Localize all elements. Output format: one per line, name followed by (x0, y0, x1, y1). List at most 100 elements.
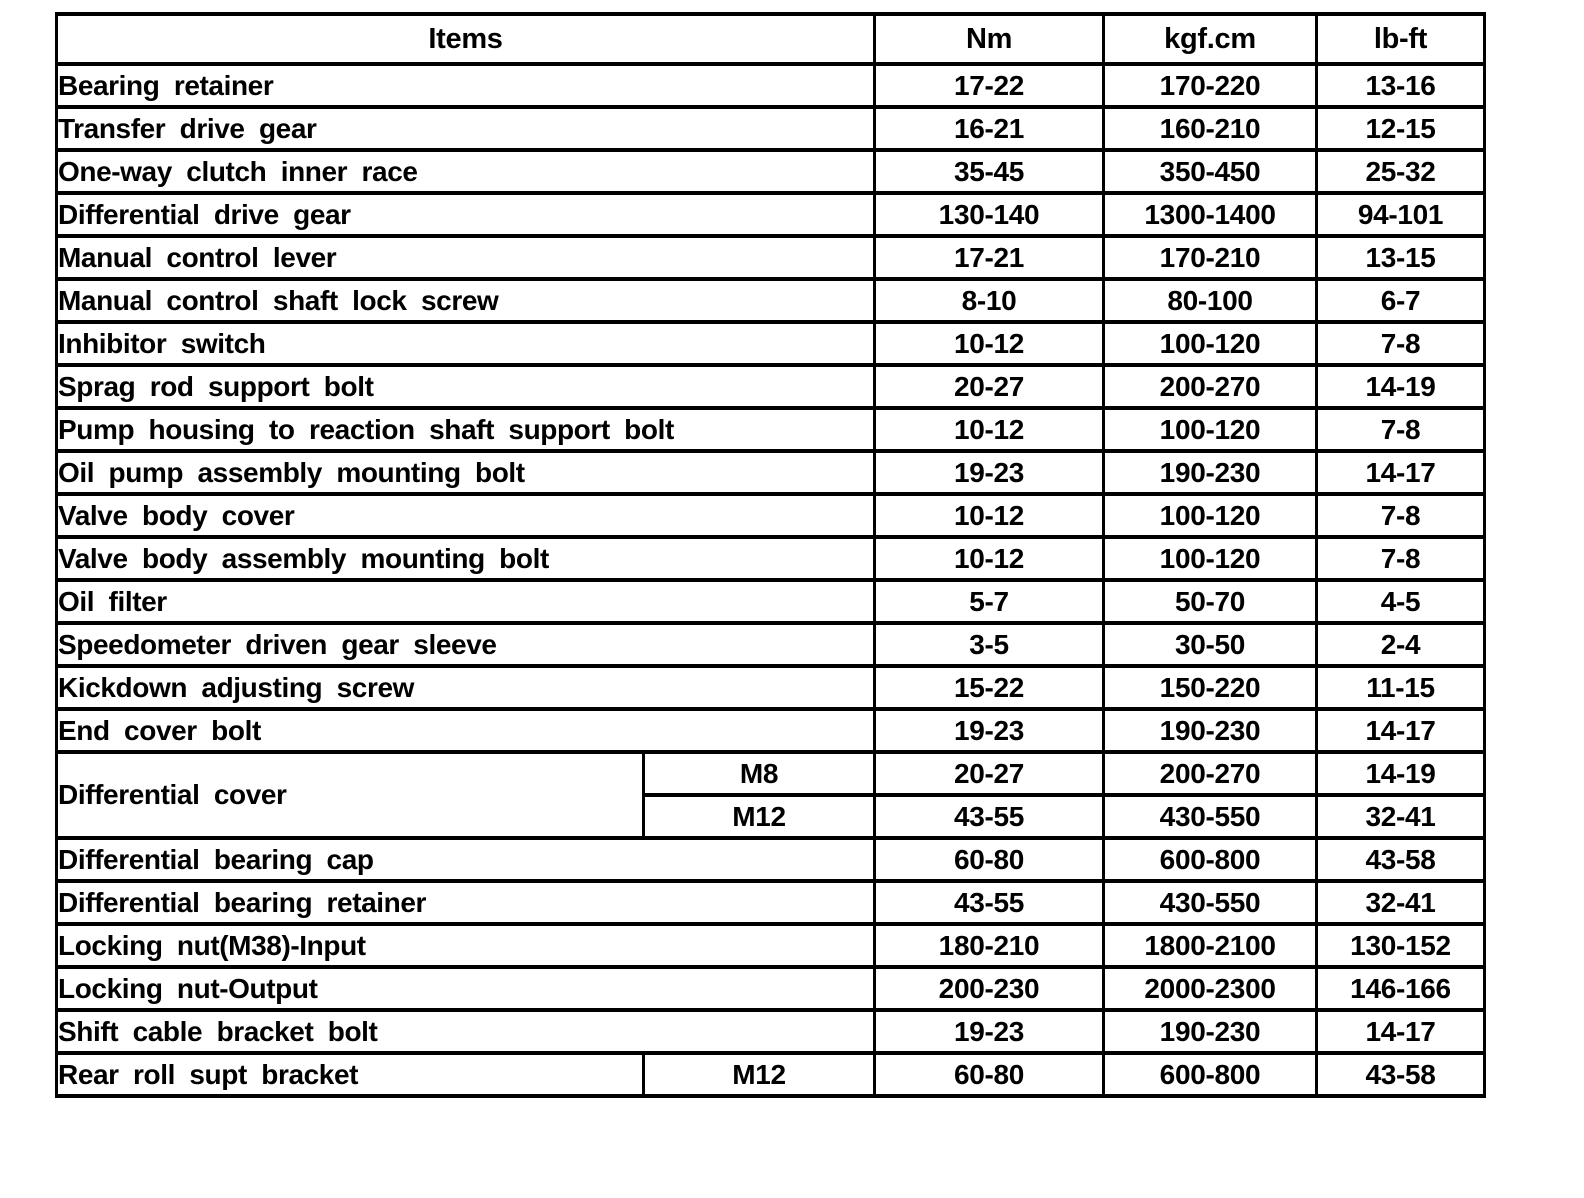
item-cell: Valve body cover (54, 492, 877, 539)
table-row: Manual control shaft lock screw 8-10 80-… (54, 277, 1487, 324)
table-row: M12 43-55 430-550 32-41 (57, 793, 1487, 840)
kgfcm-cell: 100-120 (1102, 320, 1319, 367)
kgfcm-cell: 50-70 (1102, 578, 1319, 625)
nm-cell: 20-27 (873, 750, 1106, 797)
lbft-cell: 11-15 (1315, 664, 1487, 711)
nm-cell: 10-12 (873, 492, 1106, 539)
nm-cell: 20-27 (873, 363, 1106, 410)
lbft-cell: 7-8 (1315, 492, 1487, 539)
lbft-cell: 13-16 (1315, 62, 1487, 109)
table-row: Kickdown adjusting screw 15-22 150-220 1… (54, 664, 1487, 711)
kgfcm-cell: 190-230 (1102, 449, 1319, 496)
table-row: End cover bolt 19-23 190-230 14-17 (54, 707, 1487, 754)
kgfcm-cell: 190-230 (1102, 707, 1319, 754)
item-cell: Differential bearing retainer (54, 879, 877, 926)
item-cell: Oil filter (54, 578, 877, 625)
table-row: Speedometer driven gear sleeve 3-5 30-50… (54, 621, 1487, 668)
kgfcm-cell: 170-220 (1102, 62, 1319, 109)
kgfcm-cell: 150-220 (1102, 664, 1319, 711)
lbft-cell: 25-32 (1315, 148, 1487, 195)
item-cell: Pump housing to reaction shaft support b… (54, 406, 877, 453)
nm-cell: 10-12 (873, 320, 1106, 367)
nm-cell: 19-23 (873, 1008, 1106, 1055)
kgfcm-cell: 160-210 (1102, 105, 1319, 152)
nm-cell: 10-12 (873, 406, 1106, 453)
kgfcm-cell: 600-800 (1102, 836, 1319, 883)
kgfcm-cell: 200-270 (1102, 750, 1319, 797)
item-cell: Differential cover (55, 750, 645, 840)
nm-cell: 15-22 (873, 664, 1106, 711)
table-row: Bearing retainer 17-22 170-220 13-16 (54, 62, 1487, 109)
table-row: Shift cable bracket bolt 19-23 190-230 1… (54, 1008, 1487, 1055)
item-cell: Differential bearing cap (54, 836, 877, 883)
item-cell: Bearing retainer (54, 62, 877, 109)
kgfcm-cell: 430-550 (1102, 793, 1319, 840)
nm-cell: 130-140 (873, 191, 1106, 238)
table-row: Valve body cover 10-12 100-120 7-8 (54, 492, 1487, 539)
table-row: Manual control lever 17-21 170-210 13-15 (54, 234, 1487, 281)
nm-cell: 19-23 (873, 707, 1106, 754)
item-cell: Inhibitor switch (54, 320, 877, 367)
lbft-cell: 6-7 (1315, 277, 1487, 324)
kgfcm-cell: 430-550 (1102, 879, 1319, 926)
nm-cell: 35-45 (873, 148, 1106, 195)
kgfcm-cell: 100-120 (1102, 535, 1319, 582)
nm-cell: 8-10 (873, 277, 1106, 324)
item-cell: Transfer drive gear (54, 105, 877, 152)
size-cell: M12 (641, 1051, 877, 1098)
nm-cell: 5-7 (873, 578, 1106, 625)
table-row: Rear roll supt bracket M12 60-80 600-800… (55, 1051, 1487, 1098)
item-cell: One-way clutch inner race (54, 148, 877, 195)
table-row: Differential bearing retainer 43-55 430-… (54, 879, 1487, 926)
lbft-cell: 7-8 (1315, 535, 1487, 582)
table-row: Sprag rod support bolt 20-27 200-270 14-… (54, 363, 1487, 410)
item-cell: Locking nut(M38)-Input (54, 922, 877, 969)
table-row: Differential drive gear 130-140 1300-140… (54, 191, 1487, 238)
table-row: One-way clutch inner race 35-45 350-450 … (54, 148, 1487, 195)
kgfcm-cell: 600-800 (1102, 1051, 1319, 1098)
item-cell: Oil pump assembly mounting bolt (54, 449, 877, 496)
kgfcm-cell: 200-270 (1102, 363, 1319, 410)
table-row: Oil filter 5-7 50-70 4-5 (54, 578, 1487, 625)
lbft-cell: 94-101 (1315, 191, 1487, 238)
kgfcm-cell: 170-210 (1102, 234, 1319, 281)
kgfcm-cell: 100-120 (1102, 406, 1319, 453)
lbft-cell: 43-58 (1315, 1051, 1487, 1098)
size-cell: M12 (641, 793, 877, 840)
table-row: Differential cover M8 20-27 200-270 14-1… (55, 750, 1487, 840)
header-lbft: lb-ft (1315, 12, 1487, 66)
item-cell: Manual control shaft lock screw (54, 277, 877, 324)
nm-cell: 43-55 (873, 879, 1106, 926)
table-row: Locking nut-Output 200-230 2000-2300 146… (54, 965, 1487, 1012)
table-row: Valve body assembly mounting bolt 10-12 … (54, 535, 1487, 582)
nm-cell: 200-230 (873, 965, 1106, 1012)
item-cell: Speedometer driven gear sleeve (54, 621, 877, 668)
item-cell: Differential drive gear (54, 191, 877, 238)
nm-cell: 10-12 (873, 535, 1106, 582)
kgfcm-cell: 80-100 (1102, 277, 1319, 324)
nm-cell: 60-80 (873, 1051, 1106, 1098)
nm-cell: 60-80 (873, 836, 1106, 883)
table-row: Locking nut(M38)-Input 180-210 1800-2100… (54, 922, 1487, 969)
table-row: Pump housing to reaction shaft support b… (54, 406, 1487, 453)
item-cell: Locking nut-Output (54, 965, 877, 1012)
table-header-row: Items Nm kgf.cm lb-ft (54, 12, 1487, 66)
kgfcm-cell: 100-120 (1102, 492, 1319, 539)
item-cell: Valve body assembly mounting bolt (54, 535, 877, 582)
nm-cell: 17-22 (873, 62, 1106, 109)
lbft-cell: 43-58 (1315, 836, 1487, 883)
item-cell: Sprag rod support bolt (54, 363, 877, 410)
lbft-cell: 4-5 (1315, 578, 1487, 625)
torque-spec-table: Items Nm kgf.cm lb-ft Bearing retainer 1… (54, 12, 1487, 1098)
nm-cell: 17-21 (873, 234, 1106, 281)
lbft-cell: 14-17 (1315, 707, 1487, 754)
nm-cell: 19-23 (873, 449, 1106, 496)
lbft-cell: 146-166 (1315, 965, 1487, 1012)
lbft-cell: 14-19 (1315, 363, 1487, 410)
lbft-cell: 14-19 (1315, 750, 1487, 797)
header-nm: Nm (873, 12, 1106, 66)
lbft-cell: 13-15 (1315, 234, 1487, 281)
nm-cell: 43-55 (873, 793, 1106, 840)
lbft-cell: 130-152 (1315, 922, 1487, 969)
